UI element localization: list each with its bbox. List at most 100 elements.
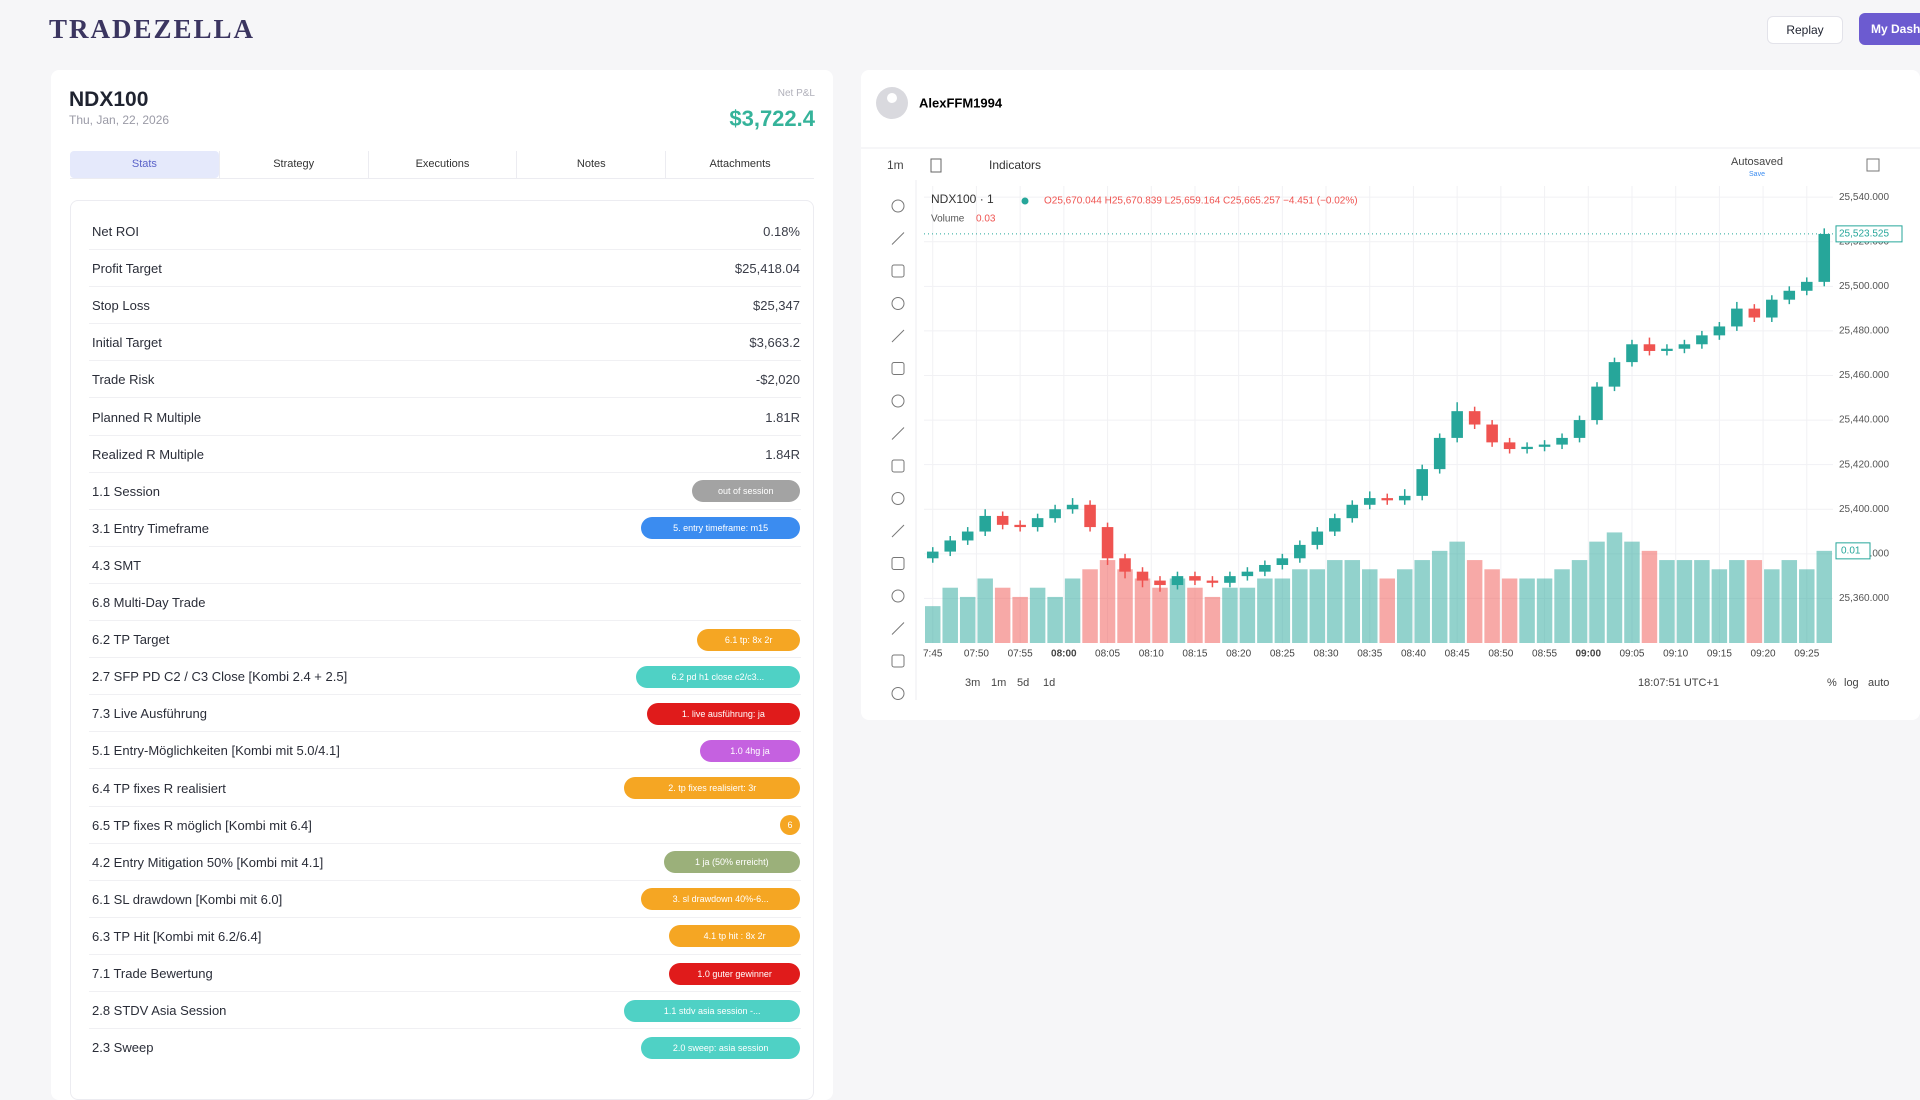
x-tick-label: 08:55 xyxy=(1532,649,1557,660)
logo[interactable]: TRADEZELLA xyxy=(49,14,256,44)
x-tick-label: 08:15 xyxy=(1182,649,1207,660)
volume-bar xyxy=(1379,578,1395,643)
candle-body xyxy=(1731,308,1743,327)
volume-bar xyxy=(1309,569,1326,643)
save[interactable]: Save xyxy=(1749,171,1765,178)
tag[interactable]: out of session xyxy=(691,480,800,503)
tab[interactable]: Notes xyxy=(516,151,665,178)
tool-icon xyxy=(891,362,905,375)
range-button[interactable]: 5d xyxy=(1017,677,1029,689)
row-divider xyxy=(89,768,801,770)
volume-bar xyxy=(1816,550,1832,643)
row-label: 6.1 SL drawdown [Kombi mit 6.0] xyxy=(92,891,283,907)
row-label: Net ROI xyxy=(92,224,139,239)
row-divider xyxy=(89,842,801,844)
y-tick-label: 25,440.000 xyxy=(1839,415,1889,426)
chart-footer-auto[interactable]: auto xyxy=(1868,677,1889,689)
fullscreen-icon[interactable] xyxy=(1866,158,1880,172)
tool-icon xyxy=(891,264,905,278)
row-divider xyxy=(89,471,801,473)
pnl-label: Net P&L xyxy=(777,88,815,99)
row-label: Trade Risk xyxy=(92,372,155,388)
tab[interactable]: Stats xyxy=(70,151,219,178)
candle-body xyxy=(1608,362,1621,387)
chart-footer-percent[interactable]: % xyxy=(1827,677,1837,689)
row-label: 6.2 TP Target xyxy=(92,632,170,648)
volume-bar xyxy=(1047,596,1063,643)
row-label: 6.3 TP Hit [Kombi mit 6.2/6.4] xyxy=(92,928,262,944)
interval[interactable]: 1m xyxy=(887,158,904,172)
tag[interactable]: 4.1 tp hit : 8x 2r xyxy=(669,925,800,948)
volume-bar xyxy=(1012,596,1028,643)
range-button[interactable]: 1m xyxy=(991,677,1006,689)
row-divider xyxy=(89,1028,801,1030)
x-tick-label: 08:30 xyxy=(1314,649,1339,660)
candle-type-icon[interactable] xyxy=(930,158,942,173)
candle-body xyxy=(1713,326,1726,336)
indicators[interactable]: Indicators xyxy=(989,158,1041,172)
x-tick-label: 09:15 xyxy=(1707,649,1732,660)
row-divider xyxy=(89,694,801,696)
tag[interactable]: 3. sl drawdown 40%-6... xyxy=(641,888,800,911)
candle-body xyxy=(1206,580,1219,583)
row-divider xyxy=(89,805,801,807)
tag[interactable]: 1.0 4hg ja xyxy=(700,739,800,762)
dashboard-button[interactable]: My Dash xyxy=(1859,13,1920,45)
row-divider xyxy=(89,323,801,325)
range-button[interactable]: 1d xyxy=(1043,677,1055,689)
volume-bar xyxy=(959,596,976,643)
row-label: Planned R Multiple xyxy=(92,409,202,425)
candle-body xyxy=(1818,233,1831,282)
candle-body xyxy=(961,531,974,541)
tag[interactable]: 1. live ausführung: ja xyxy=(646,702,800,725)
tag[interactable]: 6.1 tp: 8x 2r xyxy=(697,628,800,651)
volume-bar xyxy=(1641,550,1658,643)
candle-body xyxy=(1521,446,1533,450)
row-divider xyxy=(89,508,801,510)
tag[interactable]: 6 xyxy=(780,815,800,836)
volume-bar xyxy=(1729,560,1745,643)
tag[interactable]: 2. tp fixes realisiert: 3r xyxy=(624,777,800,799)
replay-button[interactable]: Replay xyxy=(1767,16,1843,44)
tab[interactable]: Attachments xyxy=(665,151,814,178)
legend-volume-label: Volume xyxy=(931,214,965,225)
dashboard-label: My Dash xyxy=(1871,22,1920,36)
candle-body xyxy=(1573,420,1586,438)
candle-body xyxy=(1626,344,1638,363)
tool-icon xyxy=(891,459,905,473)
row-divider xyxy=(89,397,801,399)
volume-bar xyxy=(1257,578,1273,643)
volume-bar xyxy=(977,578,993,643)
tag[interactable]: 5. entry timeframe: m15 xyxy=(641,517,800,540)
tag[interactable]: 6.2 pd h1 close c2/c3... xyxy=(635,665,800,688)
volume-bar xyxy=(1519,578,1535,643)
tool-icon xyxy=(891,329,905,343)
range-button[interactable]: 3m xyxy=(965,677,980,689)
volume-bar xyxy=(925,606,941,643)
tag[interactable]: 1.0 guter gewinner xyxy=(669,962,800,985)
tag[interactable]: 1 ja (50% erreicht) xyxy=(663,851,800,874)
tag[interactable]: 1.1 stdv asia session -... xyxy=(624,999,800,1022)
row-label: 6.5 TP fixes R möglich [Kombi mit 6.4] xyxy=(92,817,312,833)
candle-body xyxy=(1224,576,1236,583)
y-tick-label: 25,500.000 xyxy=(1839,281,1889,292)
tab[interactable]: Executions xyxy=(367,151,517,178)
row-label: 6.4 TP fixes R realisiert xyxy=(92,780,226,796)
chart-panel: AlexFFM1994 1m Indicators Autosaved Save… xyxy=(861,70,1920,720)
candle-body xyxy=(1398,495,1411,501)
legend-ohlc: O25,670.044 H25,670.839 L25,659.164 C25,… xyxy=(1044,196,1358,207)
volume-bar xyxy=(1152,587,1168,643)
candle-body xyxy=(1416,469,1428,496)
candle-body xyxy=(1661,348,1673,351)
row-divider xyxy=(89,620,801,621)
candle-body xyxy=(1696,335,1708,345)
tag[interactable]: 2.0 sweep: asia session xyxy=(641,1036,800,1059)
row-value: 0.18% xyxy=(763,224,800,239)
avatar-icon xyxy=(887,93,897,103)
symbol: NDX100 xyxy=(69,88,149,111)
tab[interactable]: Strategy xyxy=(218,151,368,178)
chart-footer-log[interactable]: log xyxy=(1844,677,1859,689)
autosaved[interactable]: Autosaved xyxy=(1731,156,1783,168)
volume-bar xyxy=(1764,569,1780,643)
volume-bar xyxy=(1222,587,1238,643)
